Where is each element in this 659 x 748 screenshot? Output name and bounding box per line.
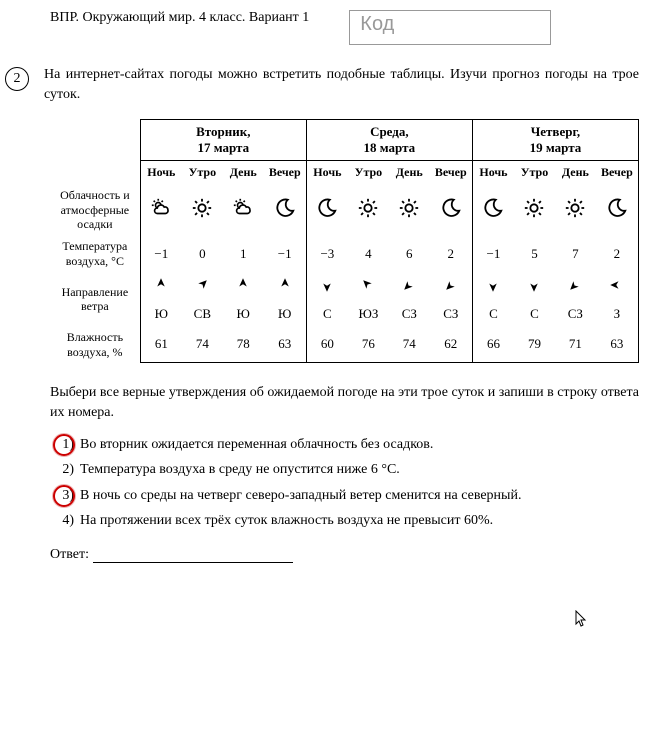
task-number-badge: 2	[5, 67, 29, 91]
option-text: На протяжении всех трёх суток влажность …	[80, 511, 493, 531]
table-cell: 4	[348, 235, 389, 272]
table-cell	[389, 272, 430, 302]
mouse-cursor-icon	[575, 610, 589, 633]
table-cell: 66	[472, 326, 514, 363]
table-cell	[182, 272, 223, 302]
table-cell: З	[596, 302, 639, 326]
table-cell: 79	[514, 326, 555, 363]
table-cell	[264, 184, 307, 235]
option-text: В ночь со среды на четверг северо-западн…	[80, 486, 521, 506]
table-cell: Ю	[264, 302, 307, 326]
table-cell	[430, 272, 473, 302]
table-cell: 78	[223, 326, 264, 363]
table-cell: 2	[596, 235, 639, 272]
table-cell	[389, 184, 430, 235]
table-cell	[306, 272, 348, 302]
table-cell: 74	[389, 326, 430, 363]
table-cell: СЗ	[389, 302, 430, 326]
table-cell	[348, 272, 389, 302]
table-cell	[596, 184, 639, 235]
table-cell: С	[514, 302, 555, 326]
table-cell: 76	[348, 326, 389, 363]
table-cell: 63	[264, 326, 307, 363]
table-cell: Ю	[223, 302, 264, 326]
table-cell	[264, 272, 307, 302]
subcol-header: Вечер	[264, 161, 307, 185]
table-cell	[430, 184, 473, 235]
subcol-header: Ночь	[306, 161, 348, 185]
table-cell: 60	[306, 326, 348, 363]
table-cell: 74	[182, 326, 223, 363]
table-cell	[596, 272, 639, 302]
table-cell: 1	[223, 235, 264, 272]
table-cell: −1	[472, 235, 514, 272]
subcol-header: День	[223, 161, 264, 185]
option-row: 2) Температура воздуха в среду не опустит…	[50, 460, 639, 480]
option-row: 1) Во вторник ожидается переменная облачн…	[50, 435, 639, 455]
table-cell	[223, 272, 264, 302]
table-cell: СЗ	[555, 302, 596, 326]
table-cell: 5	[514, 235, 555, 272]
table-cell	[348, 184, 389, 235]
answer-input-line[interactable]	[93, 546, 293, 563]
table-cell	[514, 272, 555, 302]
option-text: Во вторник ожидается переменная облачнос…	[80, 435, 433, 455]
table-cell: СЗ	[430, 302, 473, 326]
table-cell	[472, 272, 514, 302]
table-cell: С	[472, 302, 514, 326]
instruction-text: Выбери все верные утверждения об ожидаем…	[50, 383, 639, 422]
table-cell	[306, 184, 348, 235]
table-cell: 0	[182, 235, 223, 272]
subcol-header: Утро	[182, 161, 223, 185]
option-number: 4)	[50, 511, 74, 531]
forecast-table: Вторник,17 марта Среда,18 марта Четверг,…	[50, 119, 639, 363]
subcol-header: Ночь	[472, 161, 514, 185]
table-cell	[472, 184, 514, 235]
option-number: 1)	[50, 435, 74, 455]
table-cell: 61	[140, 326, 182, 363]
subcol-header: Утро	[514, 161, 555, 185]
table-cell: 62	[430, 326, 473, 363]
table-cell	[182, 184, 223, 235]
option-number: 3)	[50, 486, 74, 506]
option-number: 2)	[50, 460, 74, 480]
subcol-header: Утро	[348, 161, 389, 185]
option-row: 4) На протяжении всех трёх суток влажност…	[50, 511, 639, 531]
option-text: Температура воздуха в среду не опустится…	[80, 460, 400, 480]
table-cell	[140, 184, 182, 235]
table-cell: 7	[555, 235, 596, 272]
table-cell: СВ	[182, 302, 223, 326]
table-cell: −1	[264, 235, 307, 272]
page-title: ВПР. Окружающий мир. 4 класс. Вариант 1	[50, 10, 309, 26]
options-list: 1) Во вторник ожидается переменная облачн…	[50, 435, 639, 531]
table-cell: −1	[140, 235, 182, 272]
table-cell	[555, 272, 596, 302]
subcol-header: День	[555, 161, 596, 185]
subcol-header: Вечер	[596, 161, 639, 185]
task-text: На интернет-сайтах погоды можно встретит…	[44, 65, 639, 104]
table-cell: 2	[430, 235, 473, 272]
subcol-header: Ночь	[140, 161, 182, 185]
code-input-box[interactable]: Код	[349, 10, 551, 45]
table-cell	[555, 184, 596, 235]
answer-label: Ответ:	[50, 547, 89, 563]
table-cell: 71	[555, 326, 596, 363]
table-cell: 6	[389, 235, 430, 272]
table-cell	[514, 184, 555, 235]
option-row: 3) В ночь со среды на четверг северо-запа…	[50, 486, 639, 506]
table-cell: С	[306, 302, 348, 326]
table-cell	[140, 272, 182, 302]
table-cell: Ю	[140, 302, 182, 326]
table-cell	[223, 184, 264, 235]
subcol-header: Вечер	[430, 161, 473, 185]
table-cell: −3	[306, 235, 348, 272]
subcol-header: День	[389, 161, 430, 185]
table-cell: 63	[596, 326, 639, 363]
table-cell: ЮЗ	[348, 302, 389, 326]
